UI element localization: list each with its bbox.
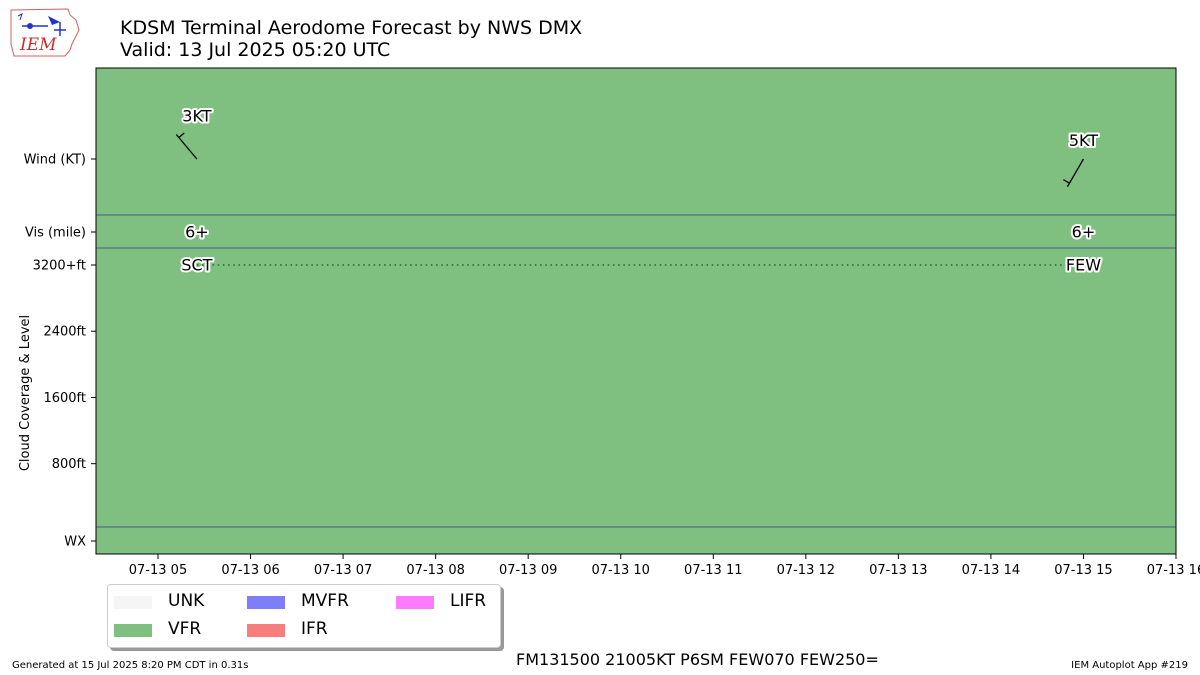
legend-label: UNK [168, 591, 205, 611]
plot-frame [95, 67, 1177, 555]
legend-swatch [247, 596, 285, 609]
iem-logo: IEM [10, 8, 80, 57]
valid-time: Valid: 13 Jul 2025 05:20 UTC [120, 39, 391, 61]
y-axis-label: Cloud Coverage & Level [18, 315, 33, 471]
wind-speed-label-halo: 3KT [182, 106, 211, 125]
wind-barb [175, 132, 198, 160]
x-tick-label: 07-13 08 [406, 563, 464, 578]
x-tick-label: 07-13 06 [221, 563, 279, 578]
visibility-label-halo: 6+ [1072, 223, 1096, 242]
visibility-label-halo: 6+ [185, 223, 209, 242]
wind-barb [1063, 158, 1085, 188]
app-id: IEM Autoplot App #219 [1071, 660, 1188, 671]
legend-swatch [114, 624, 152, 637]
wind-barb-shaft [1066, 158, 1085, 188]
x-tick-label: 07-13 07 [314, 563, 372, 578]
cloud-coverage-label-halo: SCT [181, 256, 212, 275]
legend-label: LIFR [450, 591, 487, 611]
x-tick-label: 07-13 10 [592, 563, 650, 578]
chart-title: KDSM Terminal Aerodome Forecast by NWS D… [120, 17, 582, 61]
legend-swatch [247, 624, 285, 637]
x-tick-label: 07-13 05 [129, 563, 187, 578]
visibility-label: 6+ [185, 223, 209, 242]
y-label-cloud-level: 3200+ft [33, 259, 86, 274]
iowa-outline [10, 8, 80, 57]
y-label-cloud-level: 2400ft [43, 325, 86, 340]
y-label-wind: Wind (KT) [24, 153, 86, 168]
legend: UNK VFR MVFR IFR LIFR [107, 584, 501, 648]
cloud-coverage-label: SCT [181, 256, 212, 275]
legend-swatch [396, 596, 434, 609]
visibility-label: 6+ [1072, 223, 1096, 242]
y-label-cloud-level: 1600ft [43, 391, 86, 406]
x-tick-label: 07-13 15 [1054, 563, 1112, 578]
x-tick-label: 07-13 13 [869, 563, 927, 578]
chart-title-line: KDSM Terminal Aerodome Forecast by NWS D… [120, 17, 583, 39]
legend-swatch [114, 596, 152, 609]
raw-taf-text: FM131500 21005KT P6SM FEW070 FEW250= [516, 650, 879, 669]
wind-barb-flag [178, 132, 185, 139]
x-tick-label: 07-13 14 [962, 563, 1020, 578]
y-label-vis: Vis (mile) [25, 226, 86, 241]
cloud-coverage-label-halo: FEW [1066, 256, 1101, 275]
legend-label: VFR [168, 619, 202, 639]
y-label-wx: WX [64, 535, 86, 550]
logo-text: IEM [19, 35, 57, 55]
x-tick-label: 07-13 09 [499, 563, 557, 578]
y-label-cloud-level: 800ft [52, 457, 86, 472]
legend-label: IFR [301, 619, 328, 639]
x-tick-label: 07-13 11 [684, 563, 742, 578]
wind-barb-flag [1063, 179, 1070, 184]
x-tick-label: 07-13 12 [777, 563, 835, 578]
wind-speed-label: 5KT [1069, 131, 1098, 150]
x-tick-label: 07-13 16 [1147, 563, 1200, 578]
flight-category-background [96, 68, 1176, 554]
wind-speed-label-halo: 5KT [1069, 131, 1098, 150]
wind-barb-shaft [175, 134, 198, 160]
wind-speed-label: 3KT [182, 106, 211, 125]
cloud-coverage-label: FEW [1066, 256, 1101, 275]
generated-timestamp: Generated at 15 Jul 2025 8:20 PM CDT in … [12, 660, 249, 671]
legend-label: MVFR [301, 591, 349, 611]
